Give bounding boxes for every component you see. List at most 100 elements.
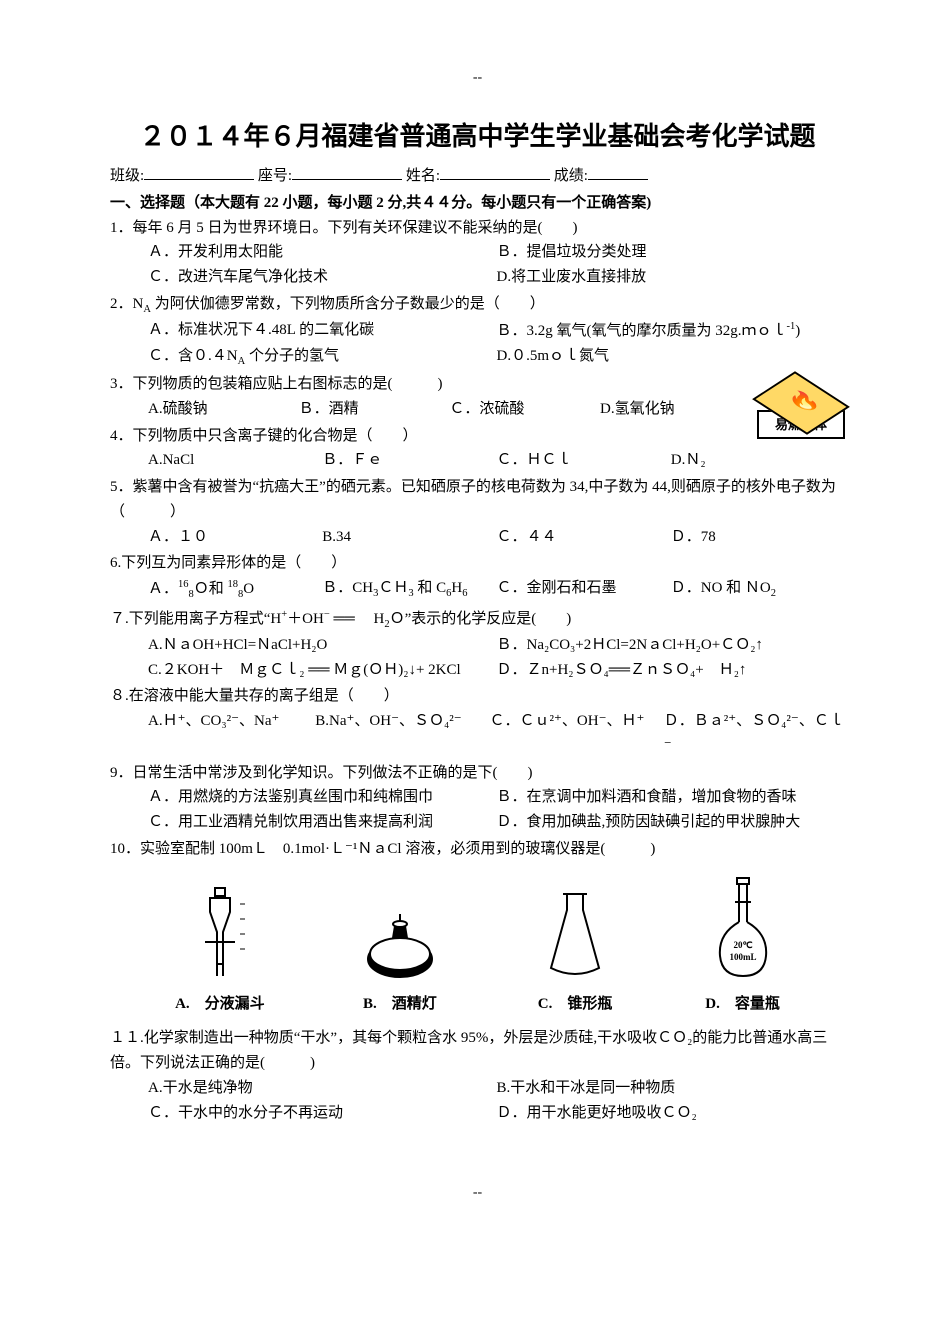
q6-opt-a: Ａ．168Ｏ和 188O	[148, 576, 322, 603]
q10-stem: 10．实验室配制 100mＬ 0.1mol·Ｌ⁻¹ＮａCl 溶液，必须用到的玻璃…	[110, 837, 845, 862]
q2-opt-d: D.０.5mｏｌ氮气	[497, 344, 846, 370]
q4-stem: 4．下列物质中只含离子键的化合物是（ ）	[110, 424, 845, 449]
apparatus-b: B. 酒精灯	[355, 894, 445, 1017]
q11-stem: １１.化学家制造出一种物质“干水”，其每个颗粒含水 95%，外层是沙质硅,干水吸…	[110, 1026, 845, 1076]
q2-stem-pre: 2．N	[110, 296, 143, 312]
score-blank	[588, 164, 648, 180]
q10-opt-d: D. 容量瓶	[705, 992, 780, 1017]
q2-stem: 2．NA 为阿伏伽德罗常数，下列物质所含分子数最少的是（ ）	[110, 292, 845, 318]
class-blank	[144, 164, 254, 180]
q2-stem-post: 为阿伏伽德罗常数，下列物质所含分子数最少的是（ ）	[151, 296, 545, 312]
q3-opt-c: Ｃ．浓硫酸	[449, 397, 600, 422]
q11-opt-b: B.干水和干冰是同一种物质	[497, 1076, 846, 1101]
q6-a-label: Ａ．	[148, 581, 178, 597]
q6-a-end: O	[243, 581, 254, 597]
q6-b-pre: Ｂ．CH	[322, 580, 373, 596]
flame-icon: 🔥	[783, 385, 826, 418]
q1-opt-a: Ａ．开发利用太阳能	[148, 240, 497, 265]
q4-opt-d: D.Ｎ₂	[671, 448, 845, 473]
q1-opt-c: Ｃ．改进汽车尾气净化技术	[148, 265, 497, 290]
apparatus-a: A. 分液漏斗	[175, 884, 265, 1017]
q9-opt-d: Ｄ．食用加碘盐,预防因缺碘引起的甲状腺肿大	[497, 810, 846, 835]
question-11: １１.化学家制造出一种物质“干水”，其每个颗粒含水 95%，外层是沙质硅,干水吸…	[110, 1026, 845, 1125]
q9-opt-b: Ｂ．在烹调中加料酒和食醋，增加食物的香味	[497, 785, 846, 810]
q7-opt-b: Ｂ．Na₂CO₃+2ＨCl=2NａCl+H₂O+ＣＯ₂↑	[497, 633, 846, 658]
q8-opt-c: Ｃ．Ｃｕ²⁺、OH⁻、Ｈ⁺	[490, 709, 664, 759]
exam-title: ２０１４年６月福建省普通高中学生学业基础会考化学试题	[110, 116, 845, 158]
seat-label: 座号:	[258, 168, 292, 184]
q10-opt-a: A. 分液漏斗	[175, 992, 265, 1017]
apparatus-row: A. 分液漏斗 B. 酒精灯	[130, 874, 825, 1017]
q11-opt-d: Ｄ．用干水能更好地吸收ＣＯ₂	[497, 1101, 846, 1126]
q2-opt-b: Ｂ．3.2g 氧气(氧气的摩尔质量为 32g.ｍｏｌ-1)	[497, 318, 846, 344]
question-2: 2．NA 为阿伏伽德罗常数，下列物质所含分子数最少的是（ ） Ａ．标准状况下４.…	[110, 292, 845, 370]
q2-opt-c: Ｃ．含０.４NA 个分子的氢气	[148, 344, 497, 370]
q6-opt-c: Ｃ．金刚石和石墨	[497, 576, 671, 603]
q4-opt-a: A.NaCl	[148, 448, 322, 473]
q2-c-post: 个分子的氢气	[245, 348, 339, 364]
q1-opt-d: D.将工业废水直接排放	[497, 265, 846, 290]
q7-stem: ７.下列能用离子方程式“H+＋OH− ══ H2Ｏ”表示的化学反应是( )	[110, 606, 845, 633]
q1-opt-b: Ｂ．提倡垃圾分类处理	[497, 240, 846, 265]
question-10: 10．实验室配制 100mＬ 0.1mol·Ｌ⁻¹ＮａCl 溶液，必须用到的玻璃…	[110, 837, 845, 1017]
q7-opt-a: A.ＮａOH+HCl=ＮaCl+H₂O	[148, 633, 497, 658]
q7-stem-mid: ＋OH	[287, 611, 324, 627]
q10-opt-c: C. 锥形瓶	[535, 992, 615, 1017]
question-8: ８.在溶液中能大量共存的离子组是（ ） A.Ｈ⁺、CO₃²⁻、Na⁺ B.Na⁺…	[110, 684, 845, 758]
q5-opt-b: B.34	[322, 525, 496, 550]
q4-opt-c: Ｃ．ＨＣｌ	[497, 448, 671, 473]
apparatus-c: C. 锥形瓶	[535, 884, 615, 1017]
question-9: 9．日常生活中常涉及到化学知识。下列做法不正确的是下( ) Ａ．用燃烧的方法鉴别…	[110, 761, 845, 835]
question-1: 1．每年 6 月 5 日为世界环境日。下列有关环保建议不能采纳的是( ) Ａ．开…	[110, 216, 845, 290]
q6-a-and: Ｏ和	[194, 581, 228, 597]
q2-b-pre: Ｂ．3.2g 氧气(氧气的摩尔质量为 32g.ｍｏｌ	[497, 323, 787, 339]
question-7: ７.下列能用离子方程式“H+＋OH− ══ H2Ｏ”表示的化学反应是( ) A.…	[110, 606, 845, 683]
q3-opt-d: D.氢氧化钠	[600, 397, 751, 422]
q7-opt-c: C.２KOH＋ ＭｇＣｌ₂ ══ Ｍｇ(ＯＨ)₂↓+ 2KCl	[148, 658, 497, 683]
q3-opt-b: Ｂ．酒精	[299, 397, 450, 422]
q4-opt-b: Ｂ．Ｆｅ	[322, 448, 496, 473]
q8-opt-d: Ｄ．Ｂａ²⁺、ＳＯ₄²⁻、Ｃｌ⁻	[664, 709, 845, 759]
q7-stem-post: ══ H	[330, 611, 385, 627]
q11-opt-a: A.干水是纯净物	[148, 1076, 497, 1101]
name-label: 姓名:	[406, 168, 440, 184]
q6-opt-b: Ｂ．CH3ＣＨ3 和 C6H6	[322, 576, 496, 603]
question-3: 🔥 易燃液体 3．下列物质的包装箱应贴上右图标志的是( ) A.硫酸钠 Ｂ．酒精…	[110, 372, 845, 422]
q9-opt-a: Ａ．用燃烧的方法鉴别真丝围巾和纯棉围巾	[148, 785, 497, 810]
q5-opt-a: Ａ．１０	[148, 525, 322, 550]
top-marker: --	[110, 70, 845, 86]
apparatus-d: 20℃ 100mL D. 容量瓶	[705, 874, 780, 1017]
q6-stem: 6.下列互为同素异形体的是（ ）	[110, 551, 845, 576]
class-label: 班级:	[110, 168, 144, 184]
q6-b-mid: ＣＨ	[378, 580, 408, 596]
q7-stem-pre: ７.下列能用离子方程式“H	[110, 611, 281, 627]
q7-stem-end: Ｏ”表示的化学反应是( )	[390, 611, 572, 627]
q10-opt-b: B. 酒精灯	[355, 992, 445, 1017]
flask-label-2: 100mL	[729, 952, 756, 962]
separating-funnel-icon	[185, 884, 255, 984]
question-5: 5．紫薯中含有被誉为“抗癌大王”的硒元素。已知硒原子的核电荷数为 34,中子数为…	[110, 475, 845, 549]
q9-stem: 9．日常生活中常涉及到化学知识。下列做法不正确的是下( )	[110, 761, 845, 786]
student-info-line: 班级: 座号: 姓名: 成绩:	[110, 164, 845, 185]
q1-stem: 1．每年 6 月 5 日为世界环境日。下列有关环保建议不能采纳的是( )	[110, 216, 845, 241]
q3-stem: 3．下列物质的包装箱应贴上右图标志的是( )	[110, 372, 845, 397]
q5-opt-c: Ｃ．４４	[497, 525, 671, 550]
question-6: 6.下列互为同素异形体的是（ ） Ａ．168Ｏ和 188O Ｂ．CH3ＣＨ3 和…	[110, 551, 845, 603]
exam-page: -- ２０１４年６月福建省普通高中学生学业基础会考化学试题 班级: 座号: 姓名…	[0, 0, 945, 1241]
volumetric-flask-icon: 20℃ 100mL	[708, 874, 778, 984]
q8-stem: ８.在溶液中能大量共存的离子组是（ ）	[110, 684, 845, 709]
q6-d-pre: Ｄ．NO 和 ＮO	[671, 580, 771, 596]
bottom-marker: --	[110, 1185, 845, 1201]
q5-stem: 5．紫薯中含有被誉为“抗癌大王”的硒元素。已知硒原子的核电荷数为 34,中子数为…	[110, 475, 845, 525]
q8-opt-a: A.Ｈ⁺、CO₃²⁻、Na⁺	[148, 709, 315, 759]
flask-label-1: 20℃	[733, 940, 752, 950]
question-4: 4．下列物质中只含离子键的化合物是（ ） A.NaCl Ｂ．Ｆｅ Ｃ．ＨＣｌ D…	[110, 424, 845, 474]
q3-opt-a: A.硫酸钠	[148, 397, 299, 422]
seat-blank	[292, 164, 402, 180]
score-label: 成绩:	[554, 168, 588, 184]
conical-flask-icon	[535, 884, 615, 984]
q7-opt-d: Ｄ．Ｚn+H₂ＳＯ₄══ＺｎＳＯ₄+ Ｈ₂↑	[497, 658, 846, 683]
alcohol-lamp-icon	[355, 894, 445, 984]
q2-opt-a: Ａ．标准状况下４.48L 的二氧化碳	[148, 318, 497, 344]
q6-b-and: 和 C	[414, 580, 447, 596]
